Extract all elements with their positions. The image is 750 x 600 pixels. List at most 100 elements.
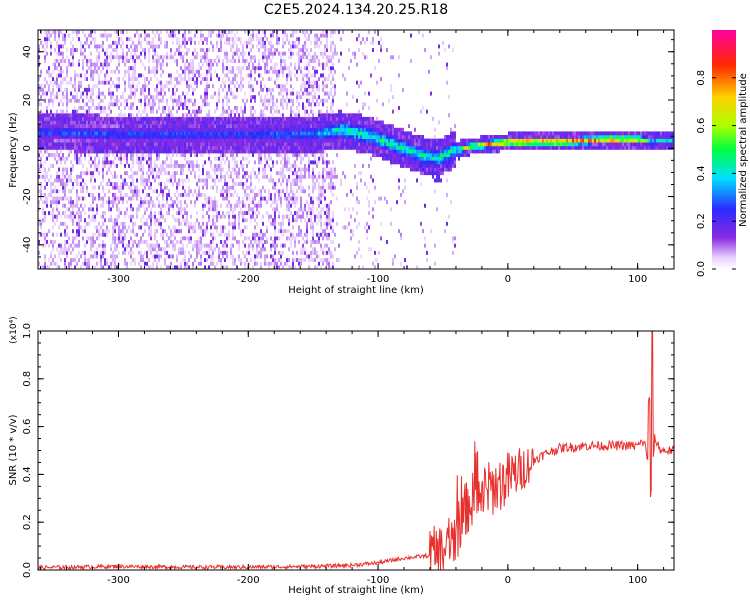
spectrogram-cell	[206, 62, 208, 67]
spectrogram-cell	[44, 160, 46, 165]
spectrogram-cell	[236, 44, 238, 49]
spectrogram-cell	[116, 138, 118, 143]
spectrogram-cell	[316, 116, 318, 121]
spectrogram-cell	[176, 48, 178, 52]
spectrogram-cell	[126, 229, 128, 234]
spectrogram-cell	[110, 44, 112, 49]
spectrogram-cell	[282, 149, 284, 154]
spectrogram-cell	[176, 80, 178, 85]
spectrogram-cell	[212, 207, 214, 212]
spectrogram-cell	[134, 193, 136, 197]
spectrogram-cell	[234, 164, 236, 168]
spectrogram-cell	[136, 149, 138, 154]
spectrogram-cell	[258, 91, 260, 96]
spectrogram-cell	[68, 113, 70, 118]
spectrogram-cell	[44, 261, 46, 266]
spectrogram-cell	[80, 160, 82, 165]
spectrogram-cell	[302, 214, 304, 219]
spectrogram-cell	[174, 131, 176, 136]
spectrogram-cell	[282, 69, 284, 74]
spectrogram-cell	[302, 142, 304, 147]
spectrogram-cell	[190, 135, 192, 139]
spectrogram-cell	[134, 189, 136, 194]
spectrogram-cell	[262, 131, 264, 136]
spectrogram-cell	[208, 200, 210, 205]
spectrogram-cell	[266, 225, 268, 230]
spectrogram-cell	[182, 77, 184, 81]
spectrogram-cell	[132, 113, 134, 118]
spectrogram-cell	[82, 30, 84, 34]
spectrogram-cell	[92, 116, 94, 121]
spectrogram-cell	[166, 145, 168, 150]
spectrogram-cell	[212, 236, 214, 241]
spectrogram-cell	[96, 229, 98, 234]
spectrogram-cell	[230, 243, 232, 248]
spectrogram-cell	[82, 135, 84, 139]
spectrogram-cell	[112, 218, 114, 223]
spectrogram-cell	[288, 98, 290, 103]
spectrogram-cell	[96, 48, 98, 52]
spectrogram-cell	[290, 73, 292, 78]
spectrogram-cell	[202, 145, 204, 150]
spectrogram-cell	[252, 145, 254, 150]
spectrogram-cell	[52, 142, 54, 147]
spectrogram-cell	[100, 120, 102, 125]
spectrogram-cell	[152, 59, 154, 63]
spectrogram-cell	[262, 40, 264, 45]
spectrogram-cell	[256, 66, 258, 71]
spectrogram-cell	[56, 95, 58, 100]
spectrogram-cell	[232, 80, 234, 85]
spectrogram-cell	[138, 124, 140, 129]
spectrogram-cell	[120, 55, 122, 60]
spectrogram-cell	[268, 98, 270, 103]
spectrogram-cell	[132, 77, 134, 81]
spectrogram-cell	[82, 250, 84, 255]
spectrogram-cell	[260, 142, 262, 147]
spectrogram-cell	[210, 135, 212, 139]
spectrogram-cell	[90, 156, 92, 161]
spectrogram-cell	[182, 59, 184, 63]
spectrogram-cell	[312, 229, 314, 234]
spectrogram-cell	[72, 164, 74, 168]
spectrogram-cell	[236, 240, 238, 244]
spectrogram-cell	[90, 124, 92, 129]
spectrogram-cell	[298, 261, 300, 266]
spectrogram-cell	[242, 135, 244, 139]
spectrogram-cell	[102, 145, 104, 150]
spectrogram-cell	[150, 265, 152, 270]
spectrogram-cell	[162, 138, 164, 143]
spectrogram-cell	[264, 120, 266, 125]
spectrogram-cell	[240, 69, 242, 74]
spectrogram-cell	[156, 87, 158, 92]
spectrogram-cell	[98, 116, 100, 121]
spectrogram-cell	[96, 261, 98, 266]
spectrogram-cell	[164, 120, 166, 125]
spectrogram-cell	[68, 138, 70, 143]
spectrogram-cell	[208, 145, 210, 150]
spectrogram-cell	[198, 250, 200, 255]
spectrogram-cell	[72, 30, 74, 34]
spectrogram-cell	[110, 91, 112, 96]
spectrogram-cell	[44, 254, 46, 259]
spectrogram-cell	[194, 48, 196, 52]
spectrogram-cell	[232, 51, 234, 56]
spectrogram-cell	[230, 149, 232, 154]
spectrogram-cell	[220, 178, 222, 183]
spectrogram-cell	[150, 164, 152, 168]
spectrogram-cell	[72, 200, 74, 205]
spectrogram-cell	[190, 66, 192, 71]
spectrogram-cell	[200, 109, 202, 114]
spectrogram-cell	[168, 243, 170, 248]
spectrogram-cell	[214, 135, 216, 139]
spectrogram-cell	[148, 174, 150, 179]
spectrogram-cell	[104, 142, 106, 147]
spectrogram-cell	[182, 116, 184, 121]
spectrogram-cell	[110, 164, 112, 168]
spectrogram-cell	[278, 250, 280, 255]
spectrogram-cell	[140, 265, 142, 270]
spectrogram-cell	[182, 178, 184, 183]
spectrogram-cell	[226, 265, 228, 270]
spectrogram-cell	[206, 40, 208, 45]
spectrogram-cell	[310, 207, 312, 212]
spectrogram-cell	[136, 113, 138, 118]
